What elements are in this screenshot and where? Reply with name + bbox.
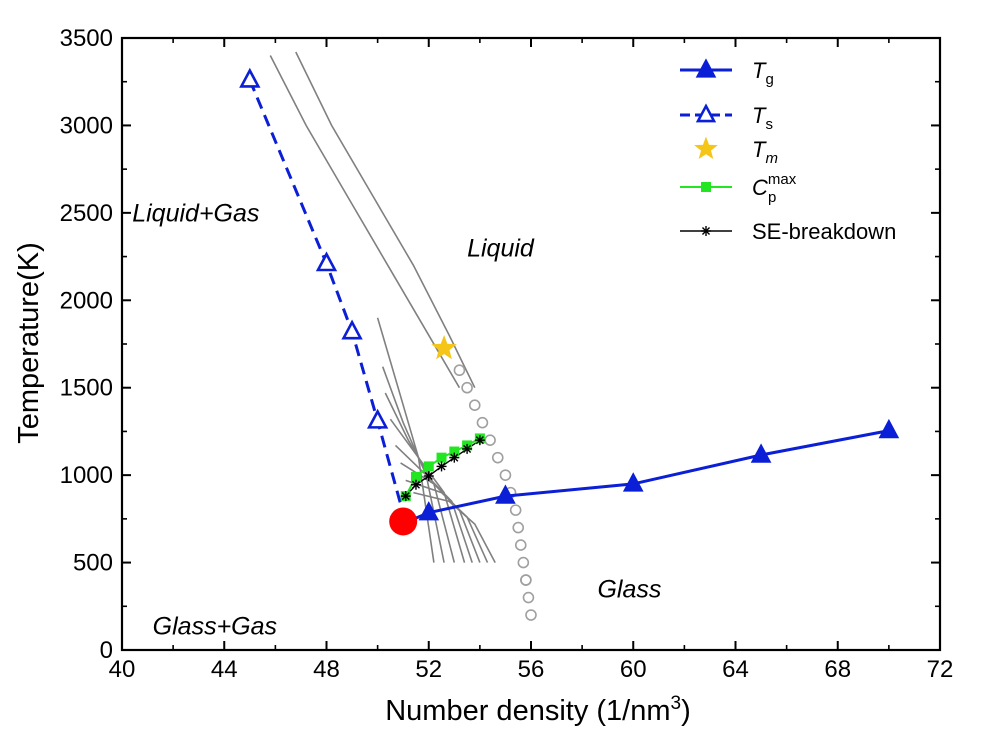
region-label: Liquid [467, 235, 535, 263]
y-axis-title: Temperature(K) [13, 242, 45, 443]
y-tick-label: 2000 [60, 287, 113, 314]
legend-swatch-marker [701, 182, 711, 192]
ts-point [341, 319, 363, 340]
open-circles-layer [453, 364, 537, 621]
axes-layer: 40 44 48 52 56 60 64 68 72 0 500 1000 1500 2000 2500 30… [60, 25, 954, 683]
legend: Tg Ts Tm Cmax p SE-breakdown [680, 58, 896, 244]
open-circle-point [476, 416, 489, 429]
axis-titles: Number density (1/nm3) Temperature(K) [13, 242, 691, 727]
series-layer [248, 79, 890, 524]
ts-point [315, 251, 338, 272]
cp-max-point [449, 446, 460, 457]
legend-label: Cmax p [752, 171, 797, 206]
y-tick-label: 500 [73, 550, 113, 577]
se-breakdown-point [400, 491, 411, 502]
ts-line [248, 79, 408, 523]
tg-point [750, 443, 772, 463]
x-axis-title: Number density (1/nm3) [385, 693, 691, 727]
open-circle-point [520, 574, 532, 586]
legend-swatch-marker [695, 103, 717, 123]
y-tick-label: 0 [100, 637, 113, 664]
cp-max-point [436, 452, 447, 463]
tg-point [622, 472, 644, 492]
y-tick-label: 1000 [60, 462, 113, 489]
x-tick-label: 44 [211, 656, 238, 683]
legend-item-se-breakdown: SE-breakdown [680, 219, 896, 244]
open-circle-point [468, 399, 481, 412]
cp-max-point [410, 471, 421, 482]
isochore-layer [269, 51, 496, 563]
cp-max-point [423, 461, 434, 472]
x-tick-label: 48 [313, 656, 340, 683]
plot-frame [120, 36, 942, 652]
region-label: Glass [597, 576, 661, 604]
legend-item-tg: Tg [680, 58, 774, 88]
y-tick-label: 2500 [60, 200, 113, 227]
isochore-line-8 [405, 479, 489, 563]
se-breakdown-point [436, 461, 447, 472]
legend-label: SE-breakdown [752, 219, 896, 244]
open-circle-point [514, 539, 527, 551]
isochore-line-3 [381, 366, 445, 563]
open-circle-point [512, 521, 525, 534]
tg-point [878, 418, 900, 439]
open-circle-point [525, 609, 537, 621]
annotations-layer: Liquid+Gas Liquid Glass Glass+Gas [132, 200, 661, 641]
open-circle-point [491, 451, 504, 464]
legend-item-ts: Ts [680, 103, 773, 133]
se-breakdown-point [449, 452, 460, 463]
open-circle-point [461, 381, 473, 394]
region-label: Liquid+Gas [132, 200, 259, 228]
tg-point [418, 501, 440, 521]
tm-point [431, 334, 457, 360]
isochore-line-5 [389, 418, 466, 563]
legend-label: Tm [752, 137, 778, 167]
x-tick-label: 72 [927, 656, 954, 683]
open-circle-point [484, 434, 496, 446]
x-tick-label: 60 [620, 656, 647, 683]
x-tick-label: 64 [722, 656, 749, 683]
se-breakdown-point [423, 471, 434, 482]
x-tick-label: 56 [518, 656, 545, 683]
legend-swatch-marker [694, 136, 718, 160]
ts-point [239, 67, 261, 88]
critical-point [389, 507, 418, 536]
tg-point [495, 484, 516, 504]
open-circle-point [453, 364, 466, 377]
ts-point [366, 408, 389, 429]
y-tick-label: 3500 [60, 25, 113, 52]
open-circle-point [499, 469, 512, 481]
legend-label: Ts [752, 103, 773, 133]
se-breakdown-point [474, 435, 485, 446]
x-tick-label: 40 [109, 656, 136, 683]
open-circle-point [509, 504, 522, 516]
region-label: Glass+Gas [153, 612, 277, 640]
y-tick-label: 3000 [60, 112, 113, 139]
open-circle-point [522, 591, 535, 604]
se-breakdown-point [462, 443, 473, 454]
isochore-line-0 [269, 55, 461, 389]
legend-label: Tg [752, 58, 774, 88]
se-breakdown-point [410, 479, 421, 490]
legend-item-tm: Tm [694, 136, 778, 167]
x-tick-label: 68 [824, 656, 851, 683]
legend-swatch-marker [701, 226, 711, 236]
isochore-line-1 [295, 51, 476, 389]
isochore-line-9 [413, 491, 496, 563]
legend-item-cp-max: Cmax p [680, 171, 797, 206]
markers-layer [239, 67, 900, 536]
y-tick-label: 1500 [60, 375, 113, 402]
tg-line [405, 429, 890, 524]
open-circle-point [517, 556, 530, 569]
x-tick-label: 52 [415, 656, 442, 683]
legend-swatch-marker [695, 58, 717, 78]
